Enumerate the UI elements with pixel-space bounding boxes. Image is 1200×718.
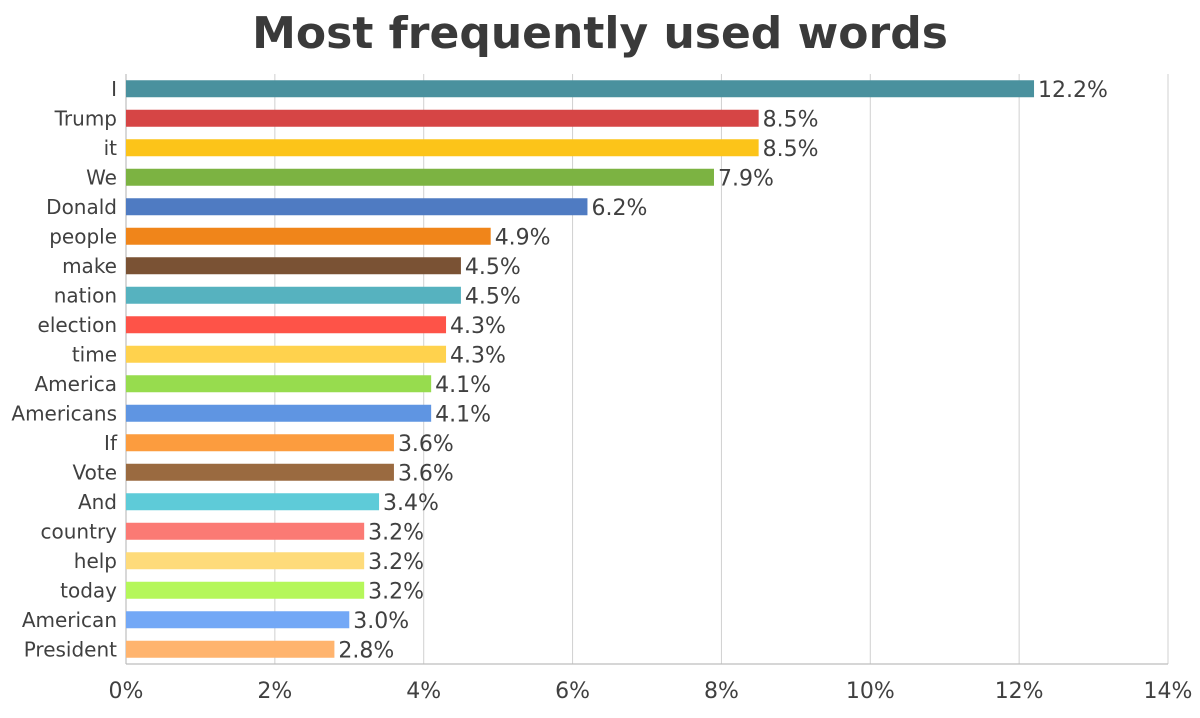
bar bbox=[126, 345, 447, 363]
category-label: We bbox=[86, 165, 117, 189]
value-label: 4.3% bbox=[450, 314, 506, 339]
category-label: people bbox=[49, 224, 117, 248]
category-label: I bbox=[111, 77, 117, 101]
category-label: country bbox=[41, 519, 118, 543]
value-label: 3.0% bbox=[353, 609, 409, 634]
value-label: 2.8% bbox=[338, 638, 394, 663]
category-label: today bbox=[60, 578, 117, 602]
x-tick-label: 10% bbox=[846, 679, 895, 704]
bar bbox=[126, 257, 461, 275]
bars bbox=[126, 80, 1035, 658]
value-label: 3.4% bbox=[383, 491, 439, 516]
value-label: 3.2% bbox=[368, 520, 424, 545]
gridlines bbox=[125, 74, 1169, 665]
bar bbox=[126, 640, 335, 658]
chart-title: Most frequently used words bbox=[252, 8, 948, 59]
value-label: 3.2% bbox=[368, 579, 424, 604]
bar bbox=[126, 611, 350, 629]
bar bbox=[126, 80, 1035, 98]
category-label: And bbox=[78, 490, 117, 514]
category-label: If bbox=[104, 431, 118, 455]
value-label: 4.3% bbox=[450, 343, 506, 368]
category-label: President bbox=[24, 637, 117, 661]
value-label: 8.5% bbox=[763, 107, 819, 132]
value-label: 4.1% bbox=[435, 373, 491, 398]
bar bbox=[126, 227, 491, 245]
bar bbox=[126, 316, 447, 334]
bar bbox=[126, 286, 461, 304]
bar bbox=[126, 522, 365, 540]
bar bbox=[126, 581, 365, 599]
bar bbox=[126, 552, 365, 570]
bar bbox=[126, 375, 432, 393]
x-tick-label: 14% bbox=[1144, 679, 1193, 704]
category-label: America bbox=[35, 372, 118, 396]
category-label: Trump bbox=[54, 106, 117, 130]
bar bbox=[126, 434, 394, 452]
category-label: time bbox=[72, 342, 117, 366]
value-label: 3.6% bbox=[398, 461, 454, 486]
category-label: Donald bbox=[46, 195, 117, 219]
value-label: 6.2% bbox=[591, 196, 647, 221]
x-tick-label: 8% bbox=[704, 679, 739, 704]
category-label: nation bbox=[54, 283, 117, 307]
bar bbox=[126, 168, 714, 186]
value-label: 4.5% bbox=[465, 284, 521, 309]
labels: 0% 2% 4% 6% 8% 10% 12% 14% I 12.2% Trump 8.5% it 8.5%… bbox=[11, 77, 1192, 704]
bar bbox=[126, 493, 380, 511]
value-label: 3.2% bbox=[368, 550, 424, 575]
bar bbox=[126, 198, 588, 216]
bar bbox=[126, 139, 759, 157]
category-label: American bbox=[22, 608, 117, 632]
bar bbox=[126, 463, 394, 481]
value-label: 3.6% bbox=[398, 432, 454, 457]
x-tick-label: 2% bbox=[257, 679, 292, 704]
value-label: 4.9% bbox=[495, 225, 551, 250]
category-label: Vote bbox=[72, 460, 117, 484]
category-label: election bbox=[38, 313, 117, 337]
x-tick-label: 12% bbox=[995, 679, 1044, 704]
bar bbox=[126, 404, 432, 422]
category-label: make bbox=[62, 254, 117, 278]
category-label: it bbox=[104, 136, 118, 160]
value-label: 12.2% bbox=[1038, 78, 1108, 103]
category-label: help bbox=[74, 549, 117, 573]
x-tick-label: 0% bbox=[109, 679, 144, 704]
x-tick-label: 4% bbox=[406, 679, 441, 704]
value-label: 7.9% bbox=[718, 166, 774, 191]
value-label: 4.1% bbox=[435, 402, 491, 427]
category-label: Americans bbox=[11, 401, 117, 425]
bar bbox=[126, 109, 759, 127]
value-label: 8.5% bbox=[763, 137, 819, 162]
value-label: 4.5% bbox=[465, 255, 521, 280]
x-tick-label: 6% bbox=[555, 679, 590, 704]
